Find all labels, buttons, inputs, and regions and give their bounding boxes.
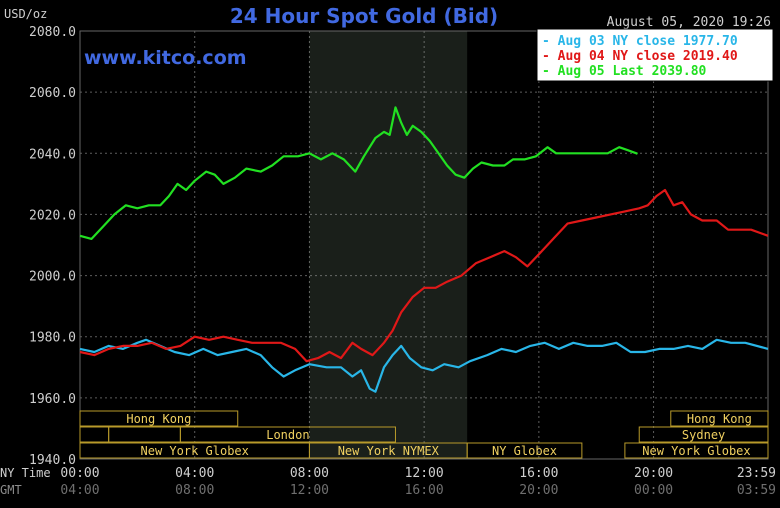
x-tick-label-gmt: 03:59 — [737, 483, 776, 498]
series-line — [79, 106, 639, 240]
y-tick-label: 1960.0 — [29, 392, 76, 407]
session-label: Hong Kong — [687, 412, 752, 426]
x-tick-label-gmt: 12:00 — [290, 483, 329, 498]
x-tick-label-ny: 23:59 — [737, 466, 776, 481]
legend: - Aug 03 NY close 1977.70- Aug 04 NY clo… — [536, 28, 774, 82]
y-tick-label: 1940.0 — [29, 453, 76, 468]
datetime-stamp: August 05, 2020 19:26 — [607, 15, 771, 30]
x-tick-label-gmt: 00:00 — [634, 483, 673, 498]
nymex-highlight-band — [309, 31, 468, 459]
session-label: NY Globex — [492, 444, 557, 458]
x-tick-label-ny: 12:00 — [405, 466, 444, 481]
y-tick-label: 2020.0 — [29, 208, 76, 223]
x-tick-label-gmt: 04:00 — [60, 483, 99, 498]
legend-entry: - Aug 04 NY close 2019.40 — [542, 49, 738, 64]
session-box — [624, 442, 769, 459]
x-tick-label-gmt: 20:00 — [519, 483, 558, 498]
series-line — [79, 338, 769, 393]
y-tick-label: 2060.0 — [29, 86, 76, 101]
y-tick-label: 2000.0 — [29, 270, 76, 285]
x-tick-label-ny: 08:00 — [290, 466, 329, 481]
session-label: Sydney — [682, 428, 725, 442]
grid — [79, 30, 769, 460]
website-link[interactable]: www.kitco.com — [84, 47, 247, 69]
plot-frame — [79, 30, 769, 460]
y-tick-label: 2040.0 — [29, 147, 76, 162]
x-tick-label-ny: 04:00 — [175, 466, 214, 481]
x-tick-label-gmt: 16:00 — [405, 483, 444, 498]
session-bars: Hong Kong Hong Kong London Sydney New York G… — [79, 410, 769, 459]
x-tick-label-ny: 16:00 — [519, 466, 558, 481]
legend-box — [536, 28, 774, 82]
session-label: Hong Kong — [126, 412, 191, 426]
session-label: New York NYMEX — [338, 444, 440, 458]
y-tick-label: 2080.0 — [29, 25, 76, 40]
x-tick-label-ny: 00:00 — [60, 466, 99, 481]
session-box — [179, 426, 396, 443]
session-box — [466, 442, 583, 459]
chart-title: 24 Hour Spot Gold (Bid) — [230, 4, 498, 28]
session-label: New York Globex — [642, 444, 750, 458]
legend-entry: - Aug 05 Last 2039.80 — [542, 64, 707, 79]
x-axis: 00:00 04:00 04:00 08:00 08:00 12:00 12:00 16:00… — [60, 466, 776, 498]
gmt-label: GMT — [0, 483, 22, 497]
y-tick-label: 1980.0 — [29, 331, 76, 346]
session-label: London — [266, 428, 309, 442]
ny-time-label: NY Time — [0, 466, 51, 480]
session-box — [79, 410, 239, 427]
session-label: New York Globex — [141, 444, 249, 458]
series-line — [79, 188, 769, 363]
session-box — [670, 410, 769, 427]
session-box — [638, 426, 769, 443]
y-axis: 2080.0 2060.0 2040.0 2020.0 2000.0 1980.0 1960… — [29, 25, 76, 468]
units-label: USD/oz — [4, 7, 47, 21]
x-tick-label-gmt: 08:00 — [175, 483, 214, 498]
legend-entry: - Aug 03 NY close 1977.70 — [542, 34, 738, 49]
x-tick-label-ny: 20:00 — [634, 466, 673, 481]
series-lines — [79, 106, 769, 393]
